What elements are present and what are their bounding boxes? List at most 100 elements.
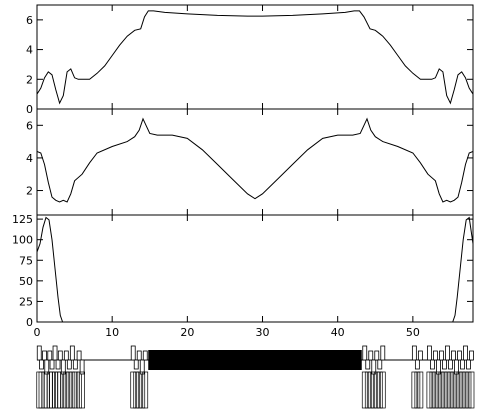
- lattice-element-label-box: [130, 371, 137, 409]
- lattice-element: [426, 345, 432, 361]
- lattice-element: [66, 359, 72, 370]
- lattice-element: [463, 345, 468, 361]
- lattice-element: [411, 345, 417, 361]
- lattice-element-label-box: [468, 371, 475, 409]
- lattice-element-label-box: [462, 371, 469, 409]
- y-tick-label: 0: [26, 103, 33, 116]
- lattice-element: [365, 359, 371, 370]
- lattice-element-label-box: [465, 371, 472, 409]
- top-panel: 0 2 4 6: [26, 4, 474, 116]
- lattice-element-label-box: [379, 371, 386, 409]
- y-tick-label: 6: [26, 119, 33, 132]
- series-line: [37, 216, 473, 322]
- lattice-element-label-box: [447, 371, 454, 409]
- lattice-element: [436, 359, 441, 375]
- lattice-element-label-box: [370, 371, 377, 409]
- lattice-element-label-box: [364, 371, 371, 409]
- y-tick-label: 125: [12, 213, 33, 226]
- x-tick-label: 30: [256, 326, 270, 339]
- lattice-element-label-box: [63, 371, 70, 409]
- x-tick-label: 10: [105, 326, 119, 339]
- lattice-element: [374, 350, 380, 361]
- lattice-element: [430, 359, 435, 370]
- lattice-element-label-box: [142, 371, 149, 409]
- lattice-element-label-box: [450, 371, 457, 409]
- lattice-element: [451, 350, 456, 361]
- lattice-element-label-box: [76, 371, 82, 409]
- lattice-element: [433, 350, 438, 361]
- lattice-element: [414, 359, 420, 370]
- lattice-element-label-box: [411, 371, 418, 409]
- lattice-element-label-box: [52, 371, 58, 409]
- lattice-element: [72, 359, 78, 370]
- lattice-element: [469, 350, 474, 361]
- plot-frame: [36, 214, 474, 323]
- lattice-element: [57, 350, 63, 361]
- lattice-element-label-box: [432, 371, 439, 409]
- lattice-element: [466, 359, 471, 370]
- y-tick-label: 4: [26, 44, 33, 57]
- plot-frame: [36, 4, 474, 110]
- y-tick-label: 2: [26, 73, 33, 86]
- lattice-element-label-box: [136, 371, 143, 409]
- lattice-element-label-box: [456, 371, 463, 409]
- lattice-element: [377, 359, 383, 370]
- lattice-element: [454, 359, 459, 375]
- lattice-element: [445, 345, 450, 361]
- lattice-element-label-box: [60, 371, 67, 409]
- series-line: [37, 10, 473, 105]
- lattice-element: [60, 359, 66, 375]
- bottom-panel: 0 25 50 75 100 125 0 10 20 30 40 50: [12, 213, 474, 339]
- x-tick-label: 20: [180, 326, 194, 339]
- dispersion-section-block: [148, 350, 362, 370]
- y-tick-label: 4: [26, 152, 33, 165]
- middle-panel: 2 4 6: [26, 108, 474, 216]
- x-tick-label: 0: [34, 326, 41, 339]
- lattice-element-label-box: [453, 371, 460, 409]
- x-tick-label: 50: [406, 326, 420, 339]
- lattice-element: [130, 345, 136, 361]
- lattice-element-label-box: [373, 371, 380, 409]
- lattice-element: [417, 350, 423, 361]
- lattice-element-label-box: [417, 371, 424, 409]
- lattice-element: [36, 345, 42, 361]
- lattice-element: [371, 359, 377, 375]
- lattice-element-label-box: [139, 371, 146, 409]
- y-tick-label: 25: [19, 295, 33, 308]
- lattice-element: [55, 359, 61, 370]
- lattice-element: [42, 350, 47, 361]
- lattice-element: [49, 359, 55, 370]
- lattice-element-label-box: [133, 371, 140, 409]
- lattice-element-label-box: [438, 371, 445, 409]
- lattice-element: [47, 350, 53, 361]
- lattice-element-label-box: [49, 371, 55, 409]
- lattice-element: [133, 359, 139, 370]
- lattice-element-label-box: [441, 371, 448, 409]
- lattice-element: [39, 359, 44, 370]
- lattice-element-label-box: [414, 371, 421, 409]
- y-tick-label: 0: [26, 316, 33, 329]
- lattice-element: [76, 350, 82, 361]
- lattice-element-label-box: [459, 371, 466, 409]
- lattice-element: [63, 350, 69, 361]
- lattice-element: [460, 359, 465, 370]
- lattice-element: [136, 350, 142, 361]
- lattice-element-label-box: [435, 371, 442, 409]
- lattice-element-label-box: [361, 371, 368, 409]
- lattice-element-label-box: [367, 371, 374, 409]
- lattice-element: [380, 345, 386, 361]
- lattice-element: [368, 350, 374, 361]
- lattice-element: [457, 350, 462, 361]
- lattice-element-label-box: [426, 371, 433, 409]
- lattice-element-label-box: [66, 371, 73, 409]
- lattice-element: [44, 359, 50, 375]
- lattice-element: [69, 345, 75, 361]
- lattice-element-label-box: [79, 371, 85, 409]
- lattice-element-label-box: [429, 371, 436, 409]
- lattice-element: [439, 350, 444, 361]
- y-tick-label: 50: [19, 275, 33, 288]
- lattice-element: [52, 345, 58, 361]
- y-tick-label: 6: [26, 14, 33, 27]
- series-line: [37, 117, 473, 203]
